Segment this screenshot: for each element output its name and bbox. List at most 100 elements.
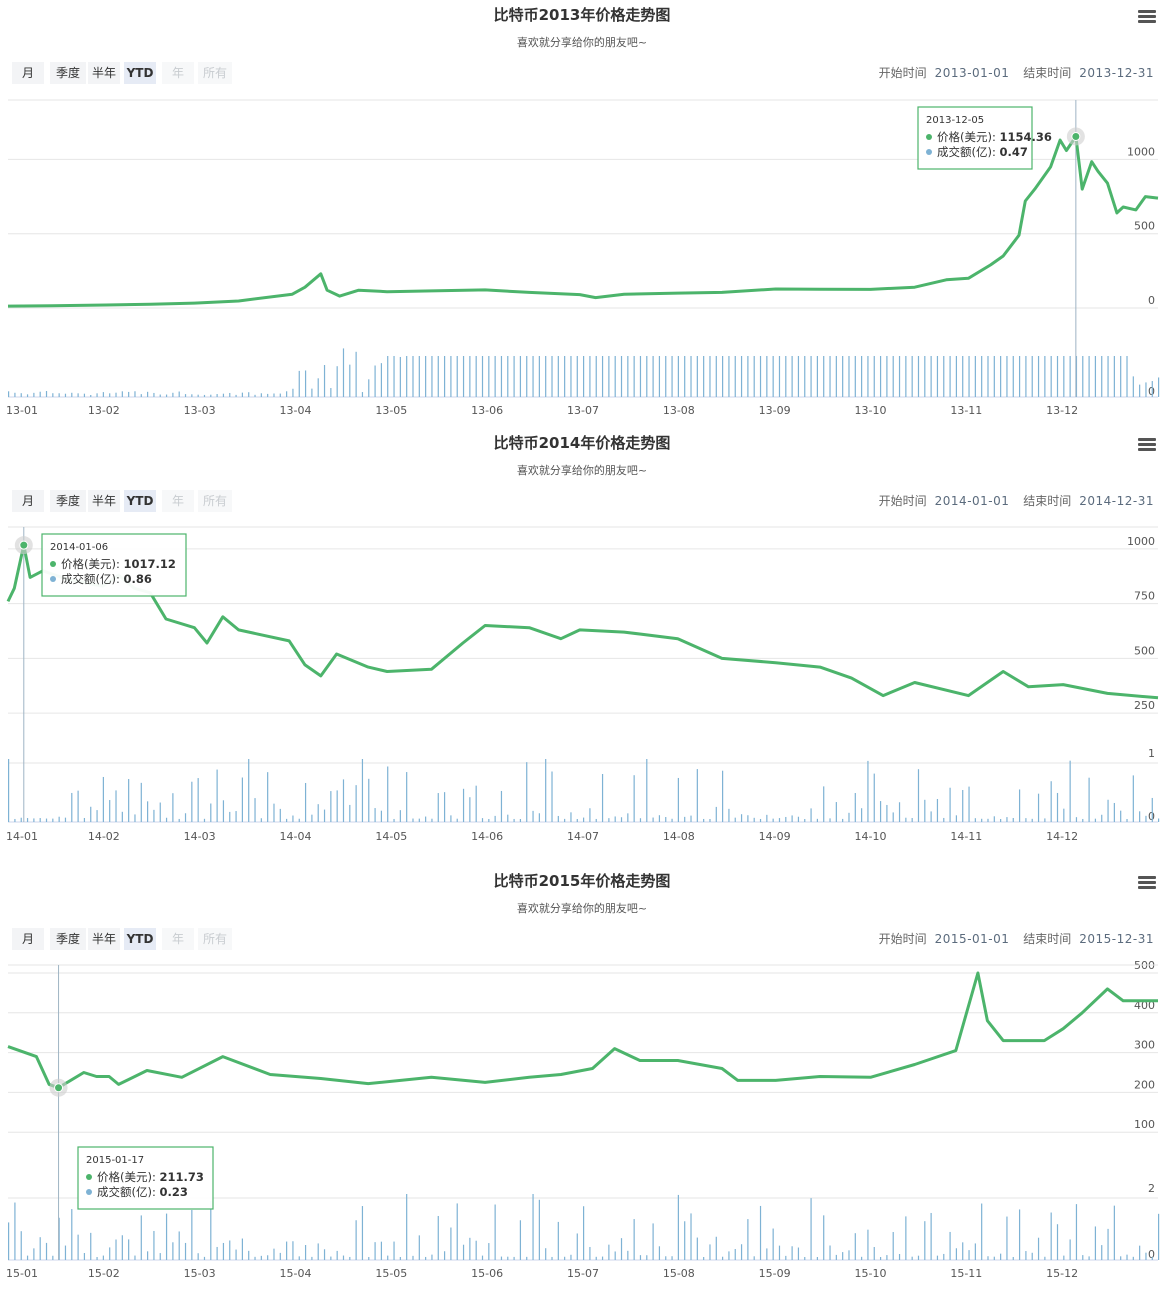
- range-button-0[interactable]: 月: [12, 62, 44, 84]
- volume-bar: [304, 370, 307, 397]
- end-time-input[interactable]: 2013-12-31: [1079, 66, 1154, 80]
- range-button-3[interactable]: YTD: [124, 928, 156, 950]
- volume-bar: [1063, 808, 1065, 822]
- volume-bar: [349, 804, 351, 822]
- volume-bar: [734, 356, 736, 397]
- volume-bar: [298, 370, 300, 397]
- start-time-input[interactable]: 2013-01-01: [934, 66, 1010, 80]
- range-button-3[interactable]: YTD: [124, 490, 156, 512]
- volume-bar: [184, 1242, 187, 1260]
- price-volume-chart[interactable]: 0 500 1000 0 13-01 13-02 13-03 13-04 13-05 13-06 1…: [0, 0, 1164, 430]
- volume-bar: [77, 790, 79, 822]
- start-time-label: 开始时间: [878, 66, 927, 80]
- volume-bar: [197, 1253, 199, 1260]
- x-tick-label: 15-06: [471, 1267, 503, 1280]
- price-tick-label: 1000: [1127, 145, 1155, 158]
- chart-panel-2013: 比特币2013年价格走势图 喜欢就分享给你的朋友吧~ 月季度 半年 YTD 年所有 开…: [0, 0, 1164, 430]
- x-tick-label: 14-01: [6, 830, 38, 843]
- volume-bar: [867, 760, 869, 822]
- volume-bar: [330, 388, 332, 397]
- volume-bar: [665, 356, 667, 397]
- volume-bar: [677, 356, 679, 397]
- volume-bar: [342, 1255, 345, 1260]
- volume-bar: [797, 1247, 800, 1260]
- volume-bar: [538, 1199, 540, 1260]
- start-time-input[interactable]: 2015-01-01: [934, 932, 1010, 946]
- volume-bar: [1088, 356, 1090, 397]
- volume-bar: [646, 356, 648, 397]
- volume-bar: [835, 802, 837, 822]
- volume-bar: [772, 818, 774, 822]
- range-button-0[interactable]: 月: [12, 490, 44, 512]
- range-button-2[interactable]: 半年: [88, 490, 120, 512]
- range-button-1[interactable]: 季度: [50, 62, 86, 84]
- volume-bar: [399, 356, 401, 397]
- volume-bar: [829, 1245, 831, 1260]
- volume-bar: [26, 394, 29, 397]
- volume-bar: [418, 818, 420, 822]
- volume-bar: [469, 356, 471, 397]
- volume-bar: [311, 1256, 313, 1260]
- x-tick-label: 13-04: [280, 404, 312, 417]
- range-button-2[interactable]: 半年: [88, 928, 120, 950]
- volume-bar: [722, 1256, 724, 1260]
- volume-bar: [526, 762, 528, 822]
- range-button-1[interactable]: 季度: [50, 490, 86, 512]
- volume-bar: [740, 1244, 743, 1260]
- range-button-4: 年: [162, 62, 194, 84]
- volume-bar: [1132, 775, 1134, 822]
- volume-bar: [747, 815, 749, 822]
- range-button-2[interactable]: 半年: [88, 62, 120, 84]
- volume-bar: [867, 1229, 869, 1260]
- volume-bar: [1113, 1205, 1115, 1260]
- volume-bar: [1158, 1213, 1160, 1260]
- volume-bar: [614, 816, 616, 822]
- volume-bar: [248, 1250, 250, 1260]
- volume-bar: [993, 356, 995, 397]
- volume-bar: [1107, 799, 1109, 822]
- volume-bar: [1132, 376, 1134, 397]
- volume-bar: [342, 779, 345, 822]
- volume-bar: [873, 356, 875, 397]
- volume-bar: [740, 356, 743, 397]
- volume-bar: [722, 770, 724, 822]
- volume-bar: [1012, 1256, 1014, 1260]
- x-tick-label: 14-05: [375, 830, 407, 843]
- tooltip-date: 2013-12-05: [926, 115, 984, 126]
- range-button-0[interactable]: 月: [12, 928, 44, 950]
- start-time-label: 开始时间: [878, 494, 927, 508]
- range-button-5: 所有: [198, 490, 232, 512]
- volume-bar: [557, 1221, 559, 1260]
- volume-bar: [90, 806, 92, 822]
- volume-bar: [526, 1256, 528, 1260]
- range-button-3[interactable]: YTD: [124, 62, 156, 84]
- end-time-input[interactable]: 2015-12-31: [1079, 932, 1154, 946]
- volume-bar: [595, 356, 597, 397]
- hamburger-menu-icon[interactable]: [1138, 876, 1156, 890]
- volume-bar: [917, 356, 920, 397]
- start-time-input[interactable]: 2014-01-01: [934, 494, 1010, 508]
- volume-bar: [620, 817, 623, 822]
- volume-bar: [443, 1251, 446, 1260]
- volume-bar: [14, 818, 16, 822]
- end-time-input[interactable]: 2014-12-31: [1079, 494, 1154, 508]
- volume-bar: [279, 393, 281, 397]
- volume-bar: [1037, 793, 1040, 822]
- volume-bar: [304, 782, 307, 822]
- tooltip-price-value: 1154.36: [1000, 130, 1052, 144]
- volume-bar: [279, 808, 281, 822]
- volume-bar: [229, 1240, 231, 1260]
- volume-bar: [115, 790, 117, 822]
- hamburger-menu-icon[interactable]: [1138, 10, 1156, 24]
- price-volume-chart[interactable]: 250 500 750 1000 0 1 14-01 14-02 14-03 14-04 14-05…: [0, 428, 1164, 866]
- volume-bar: [8, 391, 10, 397]
- x-tick-label: 15-08: [663, 1267, 695, 1280]
- range-button-1[interactable]: 季度: [50, 928, 86, 950]
- volume-bar: [286, 1241, 288, 1260]
- volume-bar: [772, 1228, 774, 1260]
- volume-bar: [690, 1213, 692, 1260]
- x-tick-label: 15-10: [855, 1267, 887, 1280]
- hamburger-menu-icon[interactable]: [1138, 438, 1156, 452]
- volume-bar: [955, 815, 958, 822]
